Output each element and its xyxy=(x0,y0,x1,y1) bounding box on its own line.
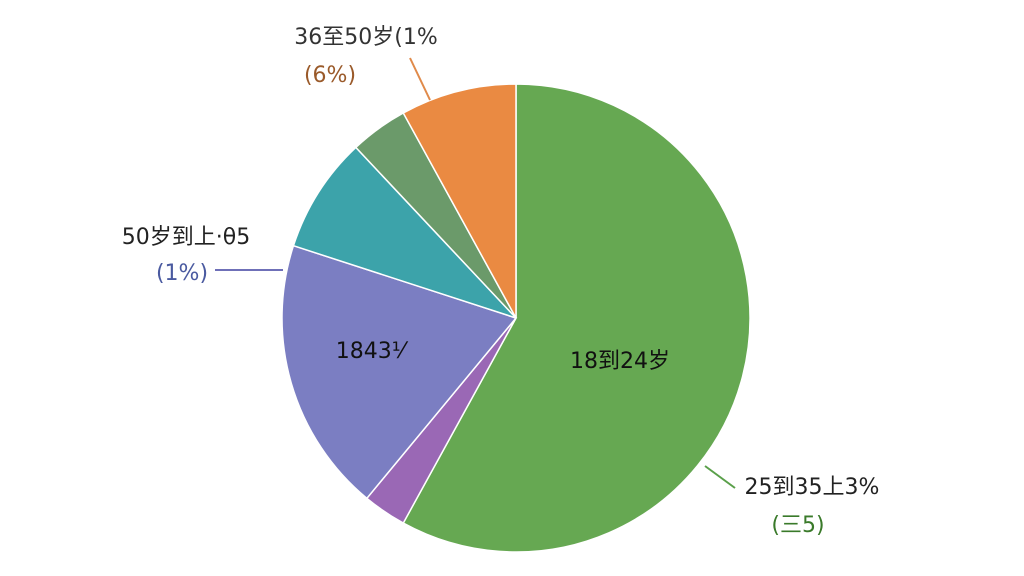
slice-label: 18到24岁 xyxy=(570,349,670,374)
slice-label: (三5) xyxy=(771,513,824,538)
pie-slice xyxy=(402,83,751,553)
slice-label: 50岁到上·θ5 xyxy=(122,225,250,250)
slice-label: 36至50岁(1% xyxy=(294,25,437,50)
pie-slice xyxy=(281,244,518,500)
slice-label: (6%) xyxy=(304,63,356,88)
leader-line xyxy=(704,465,736,489)
slice-label: (1%) xyxy=(156,261,208,286)
leader-line xyxy=(409,57,431,101)
pie-slice xyxy=(292,146,517,319)
pie-slice xyxy=(402,83,517,319)
slice-label: 25到35上3% xyxy=(745,475,880,500)
slice-label: 1843⅟ xyxy=(336,339,409,364)
